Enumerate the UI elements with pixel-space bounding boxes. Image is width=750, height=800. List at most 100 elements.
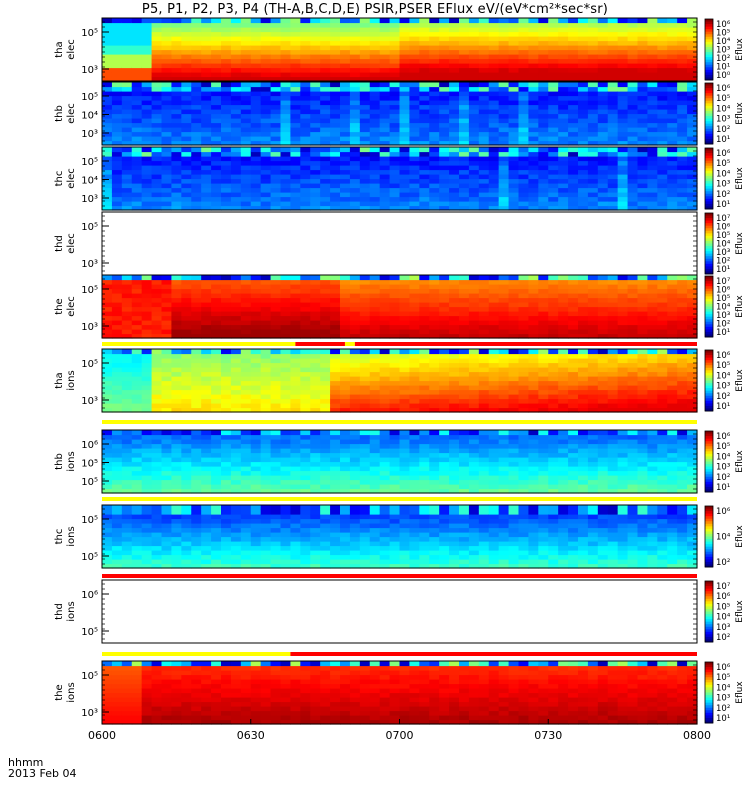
spectrogram-cell (498, 306, 510, 312)
spectrogram-cell (141, 293, 153, 299)
spectrogram-cell (627, 109, 639, 115)
spectrogram-cell (468, 358, 480, 364)
spectrogram-cell (330, 380, 341, 386)
spectrogram-cell (468, 156, 480, 162)
spectrogram-cell (508, 196, 520, 202)
spectrogram-cell (171, 156, 182, 162)
spectrogram-cell (498, 333, 510, 339)
spectrogram-cell (320, 470, 331, 476)
spectrogram-cell (260, 479, 272, 485)
spectrogram-cell (667, 67, 678, 73)
spectrogram-cell (102, 385, 113, 391)
spectrogram-cell (330, 475, 341, 481)
spectrogram-cell (201, 385, 212, 391)
spectrogram-cell (617, 389, 629, 395)
spectrogram-cell (578, 136, 589, 142)
spectrogram-cell (181, 461, 192, 467)
spectrogram-cell (131, 72, 143, 78)
spectrogram-cell (191, 320, 202, 326)
spectrogram-cell (657, 151, 668, 157)
spectrogram-cell (201, 63, 212, 69)
spectrogram-cell (349, 385, 361, 391)
colorbar-tick-label: 10¹ (716, 328, 730, 338)
spectrogram-cell (429, 100, 440, 106)
spectrogram-cell (498, 324, 510, 330)
spectrogram-cell (330, 58, 341, 64)
spectrogram-cell (201, 58, 212, 64)
spectrogram-cell (290, 315, 301, 321)
spectrogram-cell (419, 284, 430, 290)
spectrogram-cell (508, 63, 520, 69)
spectrogram-cell (349, 205, 361, 211)
spectrogram-cell (320, 192, 331, 198)
spectrogram-cell (607, 302, 619, 308)
spectrogram-cell (379, 279, 391, 285)
colorbar-step (705, 246, 713, 250)
spectrogram-cell (488, 302, 500, 308)
spectrogram-cell (161, 205, 173, 211)
spectrogram-cell (578, 192, 589, 198)
spectrogram-cell (449, 76, 460, 82)
spectrogram-cell (310, 67, 321, 73)
spectrogram-cell (548, 156, 559, 162)
spectrogram-cell (121, 398, 133, 404)
spectrogram-cell (250, 376, 262, 382)
spectrogram-cell (260, 165, 272, 171)
spectrogram-cell (429, 63, 440, 69)
spectrogram-cell (459, 389, 470, 395)
spectrogram-cell (102, 275, 113, 281)
spectrogram-cell (568, 91, 579, 97)
spectrogram-cell (141, 439, 153, 445)
spectrogram-cell (548, 27, 559, 33)
spectrogram-cell (320, 389, 331, 395)
spectrogram-cell (389, 36, 401, 42)
spectrogram-cell (340, 160, 351, 166)
spectrogram-cell (399, 306, 411, 312)
spectrogram-cell (171, 201, 182, 207)
spectrogram-cell (429, 275, 440, 281)
spectrogram-cell (250, 165, 262, 171)
spectrogram-cell (320, 86, 331, 92)
spectrogram-cell (359, 118, 371, 124)
spectrogram-cell (359, 36, 371, 42)
spectrogram-cell (587, 131, 599, 137)
spectrogram-cell (508, 183, 520, 189)
spectrogram-cell (647, 122, 658, 128)
spectrogram-cell (439, 118, 450, 124)
spectrogram-cell (677, 104, 688, 110)
spectrogram-cell (607, 122, 619, 128)
spectrogram-cell (161, 371, 173, 377)
spectrogram-cell (320, 349, 331, 355)
spectrogram-cell (607, 31, 619, 37)
spectrogram-cell (320, 165, 331, 171)
spectrogram-cell (409, 86, 420, 92)
spectrogram-cell (508, 371, 520, 377)
spectrogram-cell (488, 288, 500, 294)
spectrogram-cell (250, 31, 262, 37)
spectrogram-cell (201, 371, 212, 377)
spectrogram-cell (330, 91, 341, 97)
spectrogram-cell (221, 183, 232, 189)
spectrogram-cell (270, 284, 282, 290)
spectrogram-cell (677, 353, 688, 359)
spectrogram-cell (488, 362, 500, 368)
spectrogram-cell (330, 169, 341, 175)
spectrogram-cell (330, 118, 341, 124)
spectrogram-cell (340, 109, 351, 115)
spectrogram-cell (667, 160, 678, 166)
spectrogram-cell (667, 104, 678, 110)
spectrogram-cell (578, 131, 589, 137)
spectrogram-cell (399, 358, 411, 364)
spectrogram-cell (488, 284, 500, 290)
spectrogram-cell (528, 183, 539, 189)
spectrogram-cell (151, 488, 163, 494)
spectrogram-cell (568, 151, 579, 157)
spectrogram-cell (171, 131, 182, 137)
spectrogram-cell (102, 470, 113, 476)
spectrogram-cell (131, 488, 143, 494)
spectrogram-cell (181, 288, 192, 294)
spectrogram-cell (538, 358, 549, 364)
spectrogram-cell (488, 407, 500, 413)
spectrogram-cell (211, 457, 222, 463)
spectrogram-cell (518, 40, 530, 46)
